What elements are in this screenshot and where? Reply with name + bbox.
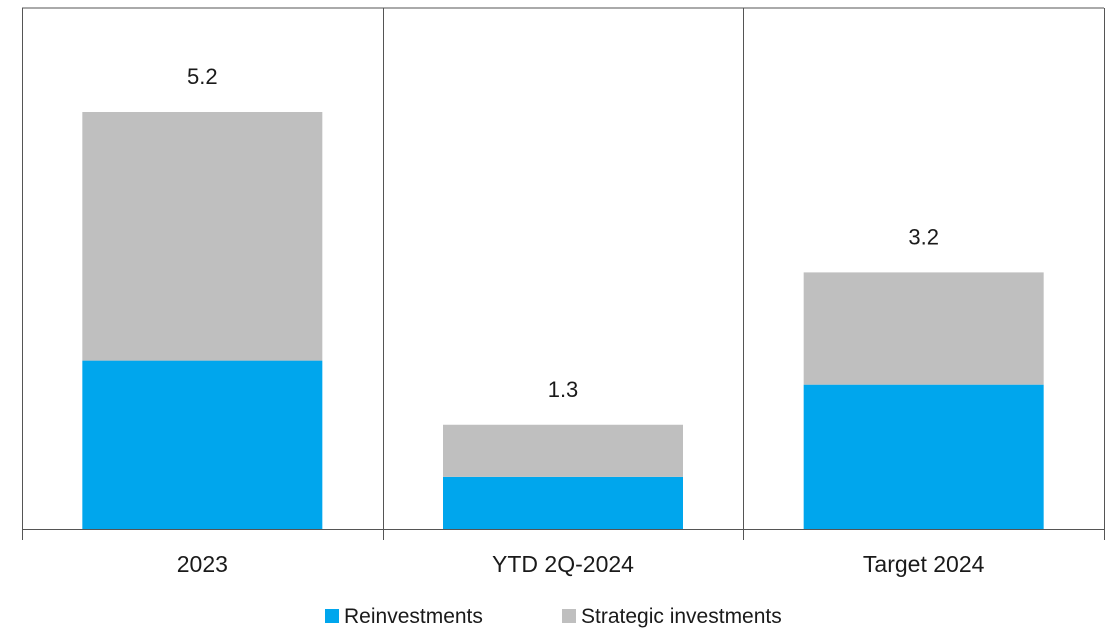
bar-total-label: 1.3 [548,377,579,402]
legend-swatch [325,609,339,623]
bar-segment-reinvestments [82,360,323,529]
bar-segment-strategic-investments [443,424,683,477]
bar-segment-reinvestments [443,476,683,529]
category-label: YTD 2Q-2024 [492,551,634,577]
category-label: Target 2024 [863,551,985,577]
category-label: 2023 [177,551,228,577]
bar-layer [82,112,1044,529]
legend-label: Reinvestments [344,605,483,628]
legend-swatch [562,609,576,623]
bar-total-label: 3.2 [908,224,939,249]
bar-segment-strategic-investments [82,112,323,361]
legend-label: Strategic investments [581,605,782,628]
bar-segment-strategic-investments [803,272,1044,385]
plot-frame [22,7,1105,540]
legend: Reinvestments Strategic investments [325,605,782,628]
total-labels: 5.2 1.3 3.2 [187,64,939,402]
bar-total-label: 5.2 [187,64,218,89]
bar-segment-reinvestments [803,384,1044,529]
category-axis: 2023 YTD 2Q-2024 Target 2024 [177,551,985,577]
